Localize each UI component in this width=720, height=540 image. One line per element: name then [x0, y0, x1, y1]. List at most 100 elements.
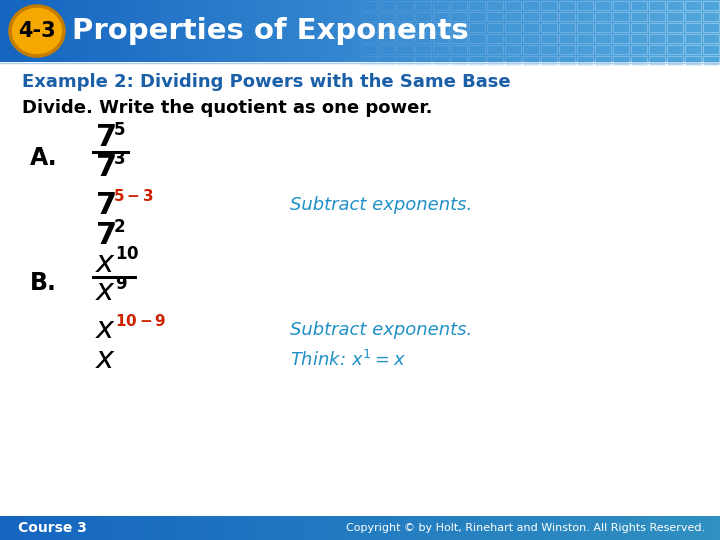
Bar — [630, 0, 631, 62]
Bar — [644, 0, 645, 62]
Bar — [348, 516, 349, 540]
Bar — [462, 0, 463, 62]
Bar — [164, 516, 165, 540]
Bar — [589, 516, 590, 540]
Bar — [123, 0, 124, 62]
Bar — [527, 0, 528, 62]
Bar — [216, 0, 217, 62]
Bar — [644, 516, 645, 540]
Bar — [315, 0, 316, 62]
Bar — [437, 516, 438, 540]
Bar — [168, 516, 169, 540]
Bar — [297, 0, 298, 62]
Bar — [650, 0, 651, 62]
Bar — [606, 516, 607, 540]
FancyBboxPatch shape — [415, 12, 431, 21]
Bar — [471, 0, 472, 62]
Bar — [716, 0, 717, 62]
Bar — [235, 0, 236, 62]
Bar — [421, 516, 422, 540]
Bar — [648, 516, 649, 540]
Bar — [307, 0, 308, 62]
Bar — [251, 0, 252, 62]
Bar — [465, 0, 466, 62]
Bar — [66, 0, 67, 62]
Bar — [574, 516, 575, 540]
Bar — [499, 516, 500, 540]
Bar — [144, 516, 145, 540]
Bar — [412, 516, 413, 540]
Bar — [128, 516, 129, 540]
Bar — [224, 0, 225, 62]
Bar — [629, 0, 630, 62]
Bar — [372, 0, 373, 62]
Bar — [542, 516, 543, 540]
Bar — [477, 516, 478, 540]
Bar — [448, 516, 449, 540]
Bar — [597, 0, 598, 62]
Bar — [75, 0, 76, 62]
Bar — [69, 0, 70, 62]
Bar — [387, 516, 388, 540]
Bar — [173, 0, 174, 62]
Bar — [166, 0, 167, 62]
FancyBboxPatch shape — [577, 56, 593, 65]
Bar — [20, 0, 21, 62]
Bar — [145, 0, 146, 62]
Bar — [52, 0, 53, 62]
Bar — [210, 0, 211, 62]
Bar — [287, 516, 288, 540]
Bar — [35, 516, 36, 540]
Bar — [515, 516, 516, 540]
Bar — [135, 516, 136, 540]
Bar — [411, 516, 412, 540]
Bar — [25, 516, 26, 540]
Bar — [27, 516, 28, 540]
Bar — [68, 516, 69, 540]
Bar — [201, 516, 202, 540]
Bar — [406, 0, 407, 62]
Bar — [403, 0, 404, 62]
Bar — [233, 516, 234, 540]
Bar — [632, 516, 633, 540]
Bar — [583, 516, 584, 540]
Bar — [578, 0, 579, 62]
Bar — [544, 516, 545, 540]
Bar — [66, 516, 67, 540]
Bar — [270, 0, 271, 62]
Bar — [347, 0, 348, 62]
Bar — [667, 0, 668, 62]
Bar — [380, 0, 381, 62]
Bar — [590, 0, 591, 62]
FancyBboxPatch shape — [415, 56, 431, 65]
FancyBboxPatch shape — [451, 12, 467, 21]
Bar — [325, 516, 326, 540]
Bar — [569, 0, 570, 62]
FancyBboxPatch shape — [523, 1, 539, 10]
Bar — [455, 516, 456, 540]
Bar — [204, 0, 205, 62]
Bar — [596, 0, 597, 62]
Bar — [249, 516, 250, 540]
FancyBboxPatch shape — [451, 56, 467, 65]
Bar — [12, 0, 13, 62]
Bar — [255, 516, 256, 540]
Bar — [322, 516, 323, 540]
Text: $\mathbf{\mathit{x}}$: $\mathbf{\mathit{x}}$ — [95, 248, 116, 278]
Bar — [611, 0, 612, 62]
Bar — [622, 0, 623, 62]
Bar — [522, 0, 523, 62]
FancyBboxPatch shape — [613, 12, 629, 21]
Bar — [598, 0, 599, 62]
Bar — [343, 0, 344, 62]
Bar — [506, 0, 507, 62]
Bar — [564, 0, 565, 62]
Bar — [301, 516, 302, 540]
Bar — [404, 516, 405, 540]
Bar — [291, 516, 292, 540]
Bar — [638, 0, 639, 62]
Bar — [254, 0, 255, 62]
Bar — [598, 516, 599, 540]
Bar — [170, 516, 171, 540]
Bar — [517, 0, 518, 62]
